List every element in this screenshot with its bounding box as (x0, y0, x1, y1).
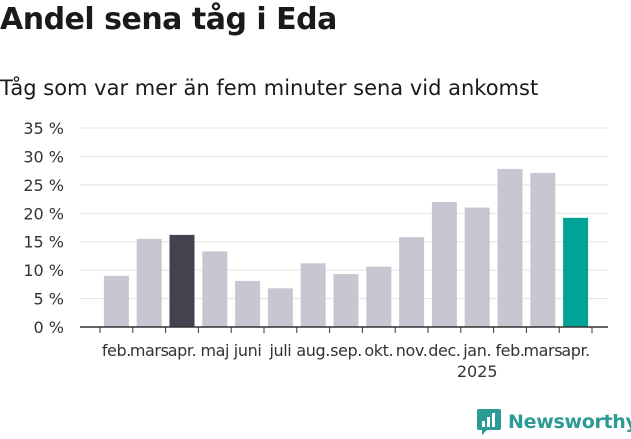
x-tick-label: mars (523, 341, 562, 360)
x-axis-tick-labels: feb.mars apr. maj juni juli aug. sep. okt. nov. d… (102, 341, 590, 381)
y-tick-label: 5 % (34, 290, 64, 309)
x-tick-label: feb. (495, 341, 524, 360)
x-tick-label: sep. (330, 341, 362, 360)
newsworthy-chart-icon (477, 409, 501, 435)
bar-maj-3 (202, 251, 228, 327)
x-tick-label: jan. (462, 341, 491, 360)
y-axis-tick-labels: 0 % 5 % 10 % 15 % 20 % 25 % 30 % 35 % (23, 119, 64, 337)
logo-text: Newsworthy (508, 411, 631, 433)
y-tick-label: 30 % (23, 147, 64, 166)
y-tick-label: 10 % (23, 261, 64, 280)
x-tick-label: juli (268, 341, 291, 360)
bar-juli-5 (267, 288, 293, 327)
x-tick-label: aug. (296, 341, 330, 360)
x-tick-label: mars (130, 341, 169, 360)
y-tick-label: 15 % (23, 233, 64, 252)
bar-dec-10 (431, 201, 457, 327)
y-tick-label: 25 % (23, 176, 64, 195)
bar-feb-12 (497, 168, 523, 327)
x-tick-label: okt. (364, 341, 393, 360)
x-tick-label: nov. (396, 341, 428, 360)
bar-sep-7 (333, 274, 359, 327)
x-axis (80, 326, 608, 333)
bar-apr-2 (169, 234, 195, 327)
x-tick-label: dec. (428, 341, 460, 360)
bar-okt-8 (366, 266, 392, 327)
bar-aug-6 (300, 263, 326, 327)
x-year-label: 2025 (457, 362, 498, 381)
newsworthy-logo: Newsworthy (476, 408, 631, 436)
y-tick-label: 0 % (34, 318, 64, 337)
bar-feb-0 (103, 275, 129, 327)
bar-apr-14 (563, 217, 589, 327)
x-tick-label: maj (200, 341, 229, 360)
chart-subtitle: Tåg som var mer än fem minuter sena vid … (0, 76, 539, 100)
bar-mars-13 (530, 172, 556, 327)
y-tick-label: 35 % (23, 119, 64, 138)
bar-mars-1 (136, 238, 162, 327)
x-tick-label: apr. (561, 341, 590, 360)
x-tick-label: feb. (102, 341, 131, 360)
y-tick-label: 20 % (23, 204, 64, 223)
chart-title: Andel sena tåg i Eda (0, 2, 337, 37)
x-tick-label: juni (233, 341, 262, 360)
bar-nov-9 (399, 237, 425, 327)
bar-juni-4 (235, 280, 261, 327)
x-tick-label: apr. (168, 341, 197, 360)
bar-jan-11 (464, 207, 490, 327)
bars (103, 168, 589, 327)
